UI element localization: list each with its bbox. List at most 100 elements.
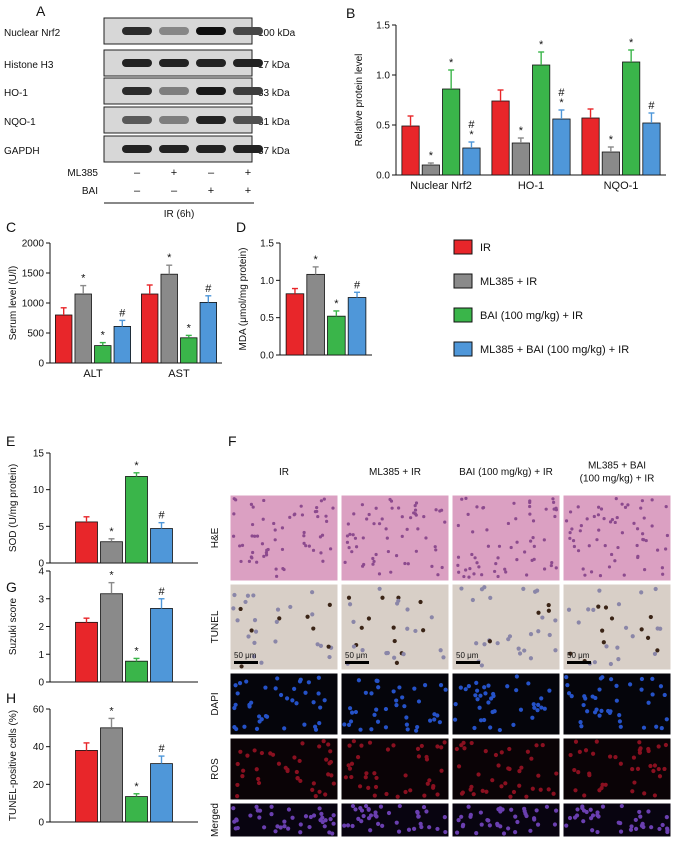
- cell-dot: [600, 782, 605, 787]
- cell-dot: [573, 739, 579, 744]
- cell-dot: [357, 784, 363, 789]
- cell-dot: [462, 574, 466, 579]
- y-tick-label: 15: [33, 449, 45, 460]
- cell-dot: [514, 674, 519, 679]
- cell-dot: [641, 537, 645, 542]
- cell-dot: [458, 685, 463, 690]
- cell-dot: [397, 685, 402, 690]
- cell-dot: [630, 766, 635, 772]
- cell-dot: [616, 657, 621, 662]
- blot-band: [159, 116, 189, 124]
- cell-dot: [633, 826, 639, 832]
- cell-dot: [613, 754, 618, 760]
- bar: [75, 621, 98, 683]
- cell-dot: [416, 754, 422, 759]
- treatment-sign: +: [171, 167, 177, 179]
- cell-dot: [635, 527, 640, 531]
- cell-dot: [311, 626, 316, 631]
- bar: [94, 345, 112, 364]
- cell-dot: [495, 641, 500, 646]
- cell-dot: [466, 512, 470, 516]
- cell-dot: [360, 503, 365, 507]
- cell-dot: [566, 691, 572, 696]
- row-label: ROS: [210, 758, 221, 780]
- cell-dot: [608, 709, 613, 714]
- cell-dot: [536, 773, 541, 778]
- cell-dot: [292, 755, 297, 760]
- micrograph-image: [562, 583, 672, 671]
- cell-dot: [488, 595, 493, 600]
- cell-dot: [516, 646, 521, 651]
- y-tick-label: 3: [38, 594, 44, 605]
- cell-dot: [619, 803, 624, 809]
- blot-band: [196, 87, 226, 95]
- cell-dot: [327, 602, 332, 608]
- cell-dot: [575, 807, 580, 812]
- blot-band: [196, 59, 226, 67]
- chart-h: 0 20 40 60 TUNEL-positive cells (%) * * #: [8, 705, 198, 829]
- cell-dot: [496, 574, 500, 579]
- x-tick-label: Nuclear Nrf2: [410, 180, 472, 192]
- cell-dot: [498, 806, 503, 811]
- cell-dot: [252, 640, 257, 645]
- cell-dot: [505, 684, 510, 689]
- cell-dot: [470, 552, 474, 557]
- cell-dot: [363, 775, 368, 780]
- cell-dot: [408, 788, 413, 793]
- cell-dot: [319, 551, 323, 555]
- cell-dot: [629, 824, 634, 829]
- cell-dot: [427, 825, 432, 830]
- cell-dot: [302, 534, 306, 538]
- cell-dot: [608, 520, 613, 524]
- cell-dot: [515, 558, 519, 562]
- scale-bar: [234, 661, 258, 664]
- cell-dot: [614, 497, 618, 501]
- cell-dot: [281, 566, 285, 571]
- cell-dot: [260, 542, 265, 546]
- significance-mark: #: [158, 586, 165, 598]
- cell-dot: [419, 743, 424, 749]
- bar: [511, 142, 530, 176]
- cell-dot: [359, 819, 364, 824]
- cell-dot: [396, 595, 401, 600]
- cell-dot: [576, 620, 581, 625]
- cell-dot: [539, 705, 544, 710]
- cell-dot: [366, 616, 372, 621]
- cell-dot: [538, 787, 543, 792]
- cell-dot: [405, 626, 410, 631]
- cell-dot: [247, 704, 252, 709]
- cell-dot: [433, 545, 437, 549]
- blot-band: [122, 59, 152, 67]
- panel-letter-c: C: [6, 219, 16, 235]
- cell-dot: [544, 507, 548, 511]
- y-axis-label: MDA (μmol/mg protein): [238, 247, 249, 350]
- cell-dot: [377, 572, 382, 576]
- cell-dot: [371, 562, 375, 566]
- micrograph-grid: IR ML385 + IR BAI (100 mg/kg) + IR ML385 + …: [210, 461, 672, 838]
- cell-dot: [657, 826, 662, 832]
- cell-dot: [599, 785, 604, 791]
- cell-dot: [275, 824, 280, 829]
- significance-mark: #: [648, 100, 655, 112]
- y-tick-label: 2: [38, 622, 44, 633]
- blot-band: [159, 59, 189, 67]
- cell-dot: [311, 781, 316, 786]
- cell-dot: [377, 586, 382, 591]
- cell-dot: [518, 707, 524, 712]
- cell-dot: [239, 559, 243, 564]
- cell-dot: [492, 709, 497, 714]
- cell-dot: [303, 814, 309, 819]
- cell-dot: [348, 719, 354, 724]
- cell-dot: [366, 807, 371, 812]
- cell-dot: [597, 713, 602, 718]
- cell-dot: [580, 804, 585, 809]
- blot-band: [159, 145, 189, 153]
- cell-dot: [322, 497, 326, 501]
- cell-dot: [323, 818, 328, 823]
- cell-dot: [487, 639, 493, 644]
- cell-dot: [253, 629, 259, 634]
- cell-dot: [315, 642, 320, 647]
- cell-dot: [572, 767, 577, 773]
- cell-dot: [374, 552, 378, 557]
- significance-mark: *: [609, 134, 614, 146]
